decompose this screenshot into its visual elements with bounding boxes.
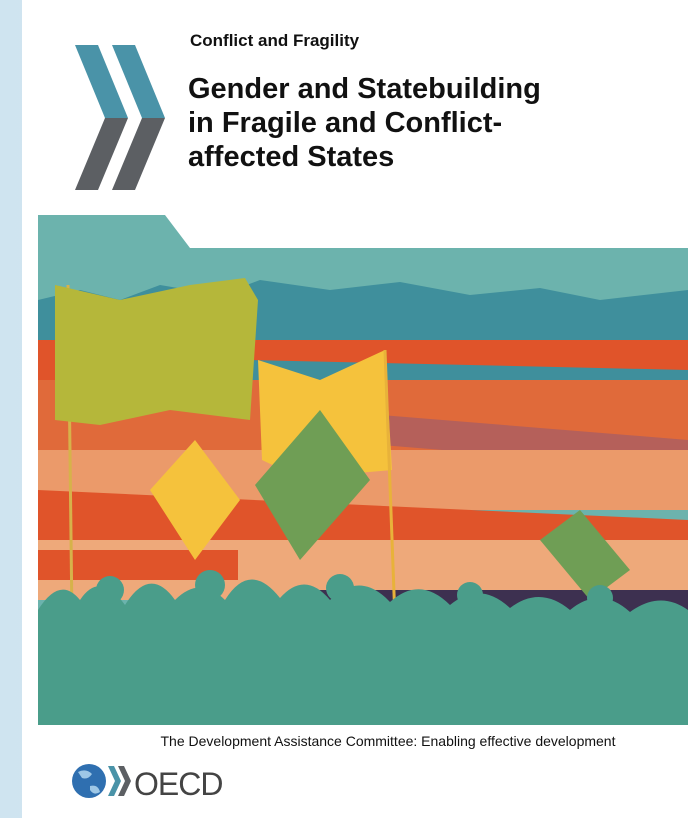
title-line: in Fragile and Conflict- xyxy=(188,107,502,139)
title-line: affected States xyxy=(188,141,394,173)
publisher-logo: OECD xyxy=(72,764,222,802)
globe xyxy=(72,764,106,798)
cover-illustration xyxy=(38,215,688,725)
publisher-name: OECD xyxy=(134,766,222,802)
book-cover: Conflict and Fragility Gender and Stateb… xyxy=(0,0,688,818)
page: Conflict and Fragility Gender and Stateb… xyxy=(0,0,688,818)
title-line: Gender and Statebuilding xyxy=(188,73,541,105)
series-name: Conflict and Fragility xyxy=(190,31,360,50)
tagline: The Development Assistance Committee: En… xyxy=(161,733,616,749)
